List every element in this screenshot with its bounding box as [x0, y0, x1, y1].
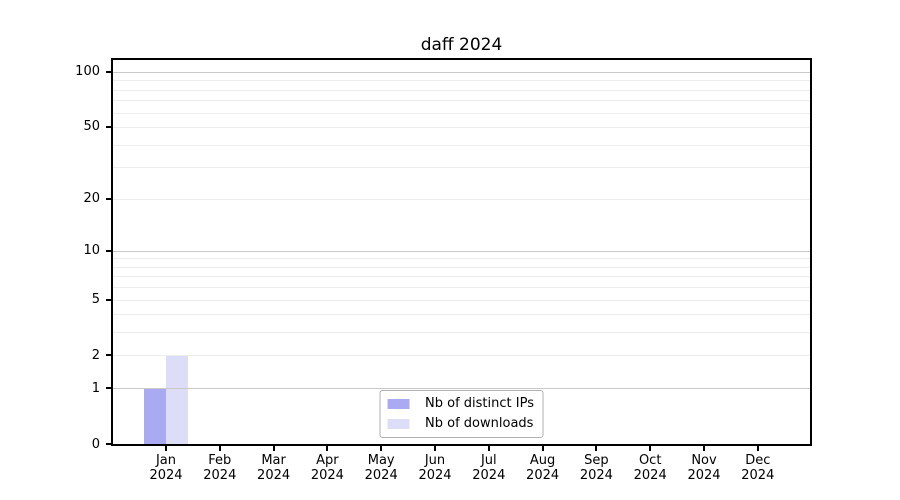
gridline-5: [113, 300, 810, 301]
gridline-3: [113, 332, 810, 333]
plot-area: Nb of distinct IPs Nb of downloads: [111, 58, 812, 446]
x-tick-label-dec: Dec 2024: [741, 453, 775, 483]
x-tick-label-jan: Jan 2024: [149, 453, 183, 483]
gridline-30: [113, 167, 810, 168]
x-tick-label-sep: Sep 2024: [579, 453, 613, 483]
x-tick-sep: [595, 446, 598, 451]
y-tick-label-5: 5: [91, 292, 100, 308]
y-tick-label-10: 10: [83, 243, 100, 259]
gridline-50: [113, 127, 810, 128]
y-tick-10: [106, 249, 111, 252]
x-tick-label-aug: Aug 2024: [526, 453, 560, 483]
gridline-80: [113, 90, 810, 91]
x-tick-label-feb: Feb 2024: [203, 453, 237, 483]
legend-item-distinct-ips: Nb of distinct IPs: [387, 396, 534, 412]
y-tick-2: [106, 354, 111, 357]
gridline-9: [113, 258, 810, 259]
x-tick-label-mar: Mar 2024: [257, 453, 291, 483]
y-tick-5: [106, 298, 111, 301]
gridline-40: [113, 145, 810, 146]
gridline-1: [113, 388, 810, 389]
gridline-8: [113, 267, 810, 268]
x-tick-jun: [434, 446, 436, 451]
y-tick-100: [106, 70, 111, 73]
y-tick-0: [106, 443, 111, 445]
bar-downloads-jan: [166, 355, 188, 444]
gridline-100: [113, 72, 810, 73]
legend-label-distinct-ips: Nb of distinct IPs: [425, 396, 534, 411]
x-tick-apr: [326, 446, 329, 451]
gridline-10: [113, 251, 810, 252]
grid-layer: [113, 60, 810, 444]
y-tick-label-0: 0: [91, 436, 100, 452]
legend-label-downloads: Nb of downloads: [425, 416, 534, 431]
distinct-ips-swatch: [387, 399, 410, 409]
x-tick-feb: [218, 446, 221, 451]
bar-distinct-ips-jan: [144, 388, 166, 444]
y-tick-20: [106, 197, 111, 200]
x-tick-label-oct: Oct 2024: [633, 453, 667, 483]
bars-layer: [113, 60, 810, 444]
x-tick-may: [380, 446, 383, 451]
x-tick-nov: [703, 446, 705, 451]
x-tick-jul: [487, 446, 490, 451]
gridline-7: [113, 276, 810, 277]
gridline-90: [113, 80, 810, 81]
x-tick-jan: [165, 446, 167, 451]
gridline-2: [113, 355, 810, 356]
downloads-swatch: [387, 419, 410, 429]
gridline-4: [113, 314, 810, 315]
x-tick-label-apr: Apr 2024: [310, 453, 344, 483]
gridline-6: [113, 287, 810, 288]
y-tick-50: [106, 125, 111, 128]
x-tick-label-jul: Jul 2024: [472, 453, 506, 483]
x-tick-label-may: May 2024: [364, 453, 398, 483]
y-tick-label-50: 50: [83, 119, 100, 135]
x-tick-oct: [649, 446, 652, 451]
x-tick-label-jun: Jun 2024: [418, 453, 452, 483]
x-tick-dec: [756, 446, 759, 451]
x-tick-label-nov: Nov 2024: [687, 453, 721, 483]
gridline-70: [113, 100, 810, 101]
y-tick-label-1: 1: [91, 380, 100, 396]
y-tick-label-20: 20: [83, 191, 100, 206]
gridline-20: [113, 199, 810, 200]
x-tick-aug: [541, 446, 544, 451]
gridline-60: [113, 113, 810, 114]
legend: Nb of distinct IPs Nb of downloads: [379, 390, 544, 438]
x-tick-mar: [272, 446, 275, 451]
y-tick-label-2: 2: [91, 347, 100, 363]
y-tick-1: [106, 387, 111, 390]
chart-title: daff 2024: [420, 35, 503, 55]
legend-item-downloads: Nb of downloads: [387, 416, 534, 432]
y-tick-label-100: 100: [75, 64, 100, 80]
